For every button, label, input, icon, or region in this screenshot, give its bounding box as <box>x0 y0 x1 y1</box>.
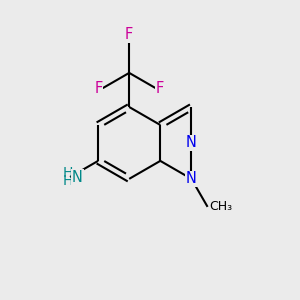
Text: H: H <box>62 174 73 188</box>
Text: CH₃: CH₃ <box>209 200 232 213</box>
Text: F: F <box>156 81 164 96</box>
Text: F: F <box>94 81 103 96</box>
Text: N: N <box>72 169 83 184</box>
Text: H: H <box>62 166 73 180</box>
Text: N: N <box>186 171 197 186</box>
Text: F: F <box>125 27 133 42</box>
Text: N: N <box>186 135 197 150</box>
